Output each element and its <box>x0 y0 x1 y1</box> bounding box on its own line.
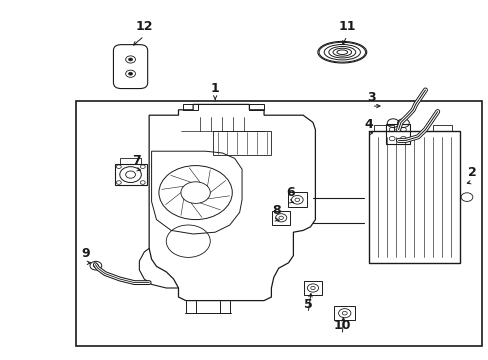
Text: 1: 1 <box>210 82 219 95</box>
Bar <box>249 104 264 110</box>
Bar <box>120 158 141 164</box>
Circle shape <box>128 58 132 61</box>
Bar <box>386 124 409 144</box>
Bar <box>334 306 354 320</box>
Circle shape <box>310 286 315 290</box>
Bar <box>303 281 322 295</box>
Bar <box>183 104 198 110</box>
Bar <box>76 101 481 346</box>
Text: 10: 10 <box>333 319 350 332</box>
Circle shape <box>278 216 283 220</box>
Text: 6: 6 <box>286 186 295 199</box>
Text: 5: 5 <box>303 298 312 311</box>
Text: 8: 8 <box>271 204 280 217</box>
Bar <box>432 125 451 131</box>
Text: 4: 4 <box>364 118 373 131</box>
Circle shape <box>342 311 346 315</box>
Bar <box>373 125 393 131</box>
Bar <box>271 211 290 225</box>
Bar <box>287 192 306 207</box>
Bar <box>115 164 146 185</box>
Text: 11: 11 <box>338 21 355 33</box>
Text: 7: 7 <box>132 154 141 167</box>
Text: 3: 3 <box>366 91 375 104</box>
Bar <box>212 131 271 155</box>
Circle shape <box>128 72 132 75</box>
Bar <box>368 131 459 263</box>
Circle shape <box>294 198 299 202</box>
Text: 9: 9 <box>81 247 90 260</box>
Text: 2: 2 <box>467 166 475 179</box>
Text: 12: 12 <box>135 21 153 33</box>
